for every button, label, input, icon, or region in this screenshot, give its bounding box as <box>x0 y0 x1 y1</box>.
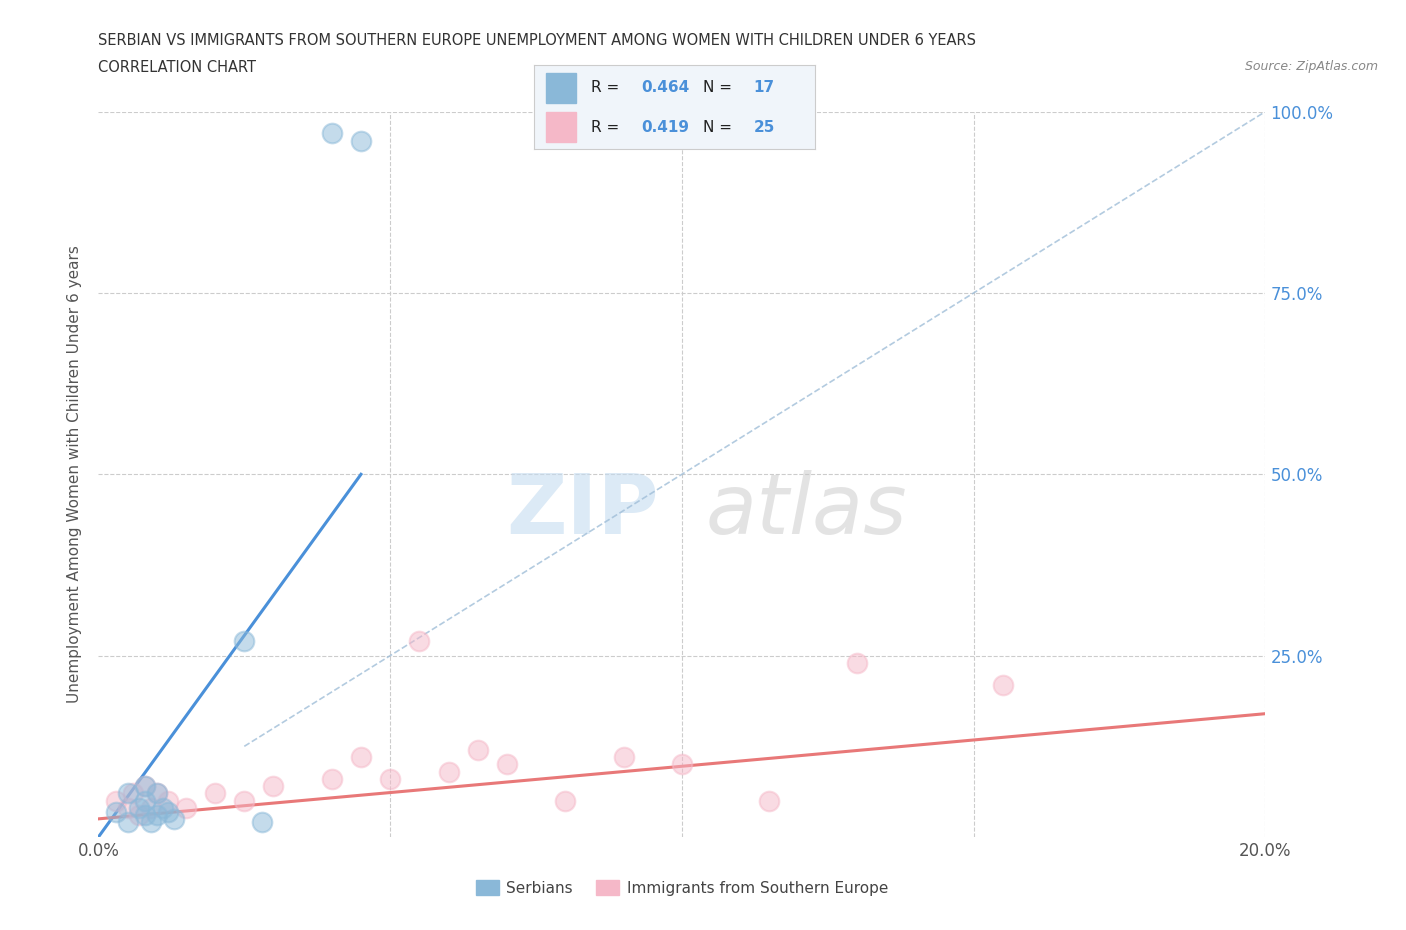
Point <box>104 793 127 808</box>
Point <box>378 772 402 787</box>
Point <box>134 778 156 793</box>
Point <box>134 793 156 808</box>
Point <box>350 133 373 148</box>
Text: CORRELATION CHART: CORRELATION CHART <box>98 60 256 75</box>
Y-axis label: Unemployment Among Women with Children Under 6 years: Unemployment Among Women with Children U… <box>67 246 83 703</box>
Point <box>157 804 180 819</box>
Point <box>321 126 343 140</box>
Bar <box>546 73 576 103</box>
Point <box>157 793 180 808</box>
Point <box>146 786 169 801</box>
Point <box>139 801 162 816</box>
Point <box>758 793 780 808</box>
Text: Source: ZipAtlas.com: Source: ZipAtlas.com <box>1244 60 1378 73</box>
Point <box>671 757 693 772</box>
Point <box>612 750 634 764</box>
Point <box>845 656 868 671</box>
Point <box>233 793 256 808</box>
Point <box>467 742 489 757</box>
Point <box>250 815 273 830</box>
Point <box>437 764 460 779</box>
Point <box>104 804 127 819</box>
Point <box>139 815 162 830</box>
Point <box>128 801 150 816</box>
Point <box>163 811 186 827</box>
Point <box>350 750 373 764</box>
Text: R =: R = <box>591 120 628 135</box>
Text: 0.464: 0.464 <box>641 80 689 95</box>
Point <box>117 786 139 801</box>
Point <box>117 801 139 816</box>
Text: N =: N = <box>703 80 737 95</box>
Text: SERBIAN VS IMMIGRANTS FROM SOUTHERN EUROPE UNEMPLOYMENT AMONG WOMEN WITH CHILDRE: SERBIAN VS IMMIGRANTS FROM SOUTHERN EURO… <box>98 33 976 47</box>
Point <box>128 808 150 823</box>
Point <box>134 778 156 793</box>
Bar <box>546 112 576 142</box>
Point <box>991 677 1014 692</box>
Text: atlas: atlas <box>706 470 907 551</box>
Point <box>152 801 174 816</box>
Text: N =: N = <box>703 120 737 135</box>
Point <box>146 808 169 823</box>
Text: R =: R = <box>591 80 624 95</box>
Legend: Serbians, Immigrants from Southern Europe: Serbians, Immigrants from Southern Europ… <box>470 873 894 902</box>
Point <box>117 815 139 830</box>
Point <box>174 801 197 816</box>
Point <box>554 793 576 808</box>
Point <box>495 757 517 772</box>
Text: 0.419: 0.419 <box>641 120 689 135</box>
Point <box>321 772 343 787</box>
Point <box>262 778 284 793</box>
Point <box>146 786 169 801</box>
Text: 17: 17 <box>754 80 775 95</box>
Point <box>204 786 226 801</box>
Text: ZIP: ZIP <box>506 470 658 551</box>
Point <box>122 786 145 801</box>
Text: 25: 25 <box>754 120 775 135</box>
Point <box>408 633 430 648</box>
Point <box>134 808 156 823</box>
Point <box>233 633 256 648</box>
